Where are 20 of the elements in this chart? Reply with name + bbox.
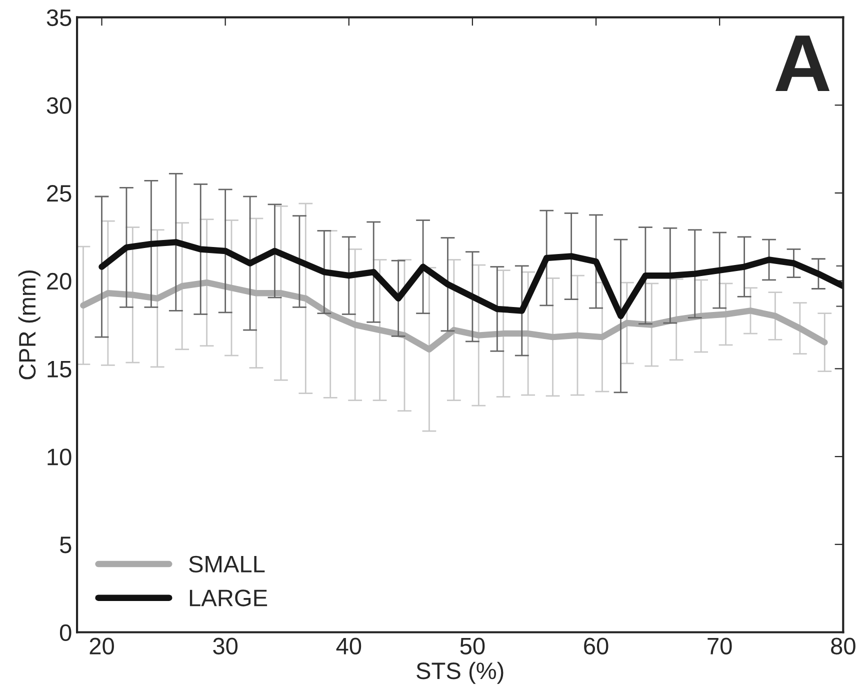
legend-label: SMALL bbox=[189, 556, 265, 573]
x-tick-label: 60 bbox=[584, 638, 608, 654]
legend-label: LARGE bbox=[190, 590, 268, 606]
x-tick-label: 70 bbox=[708, 638, 732, 654]
y-tick-label: 25 bbox=[47, 185, 72, 202]
x-axis-title: STS (%) bbox=[416, 662, 504, 684]
x-tick-label: 80 bbox=[831, 638, 856, 654]
x-tick-label: 20 bbox=[90, 638, 114, 654]
x-tick-label: 40 bbox=[336, 638, 362, 654]
y-tick-label: 20 bbox=[47, 272, 72, 290]
y-tick-label: 15 bbox=[48, 361, 72, 378]
y-tick-label: 30 bbox=[46, 97, 72, 114]
y-tick-label: 5 bbox=[60, 536, 72, 554]
x-tick-label: 50 bbox=[460, 638, 485, 654]
y-tick-label: 0 bbox=[60, 624, 72, 642]
y-tick-label: 10 bbox=[48, 448, 72, 466]
y-axis-title: CPR (mm) bbox=[18, 270, 40, 380]
x-tick-label: 30 bbox=[213, 638, 238, 654]
y-tick-label: 35 bbox=[46, 9, 72, 26]
annotation: A bbox=[775, 36, 830, 92]
